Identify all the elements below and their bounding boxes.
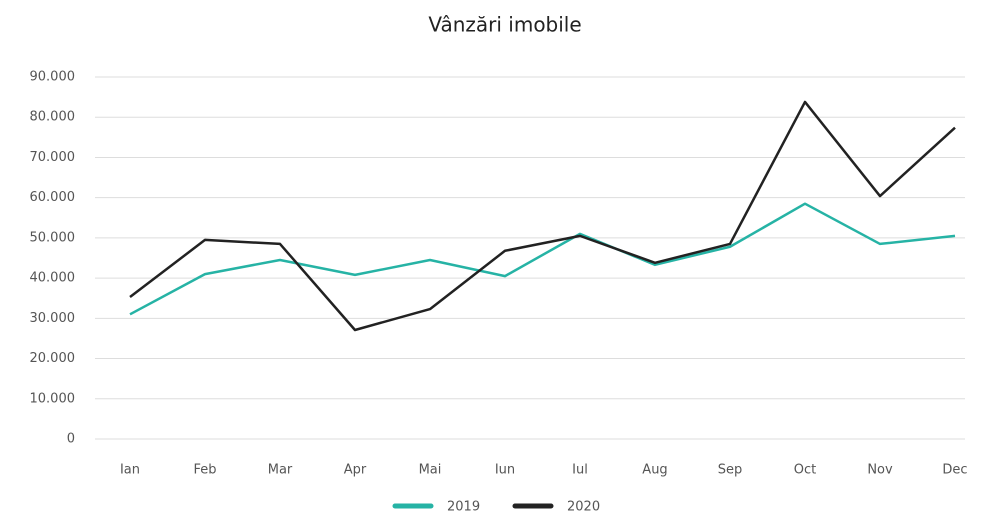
x-tick-label: Nov [867, 463, 893, 478]
x-tick-label: Sep [718, 463, 743, 478]
y-tick-label: 90.000 [30, 70, 76, 85]
x-tick-label: Iun [495, 463, 515, 478]
x-tick-label: Oct [794, 463, 816, 478]
y-tick-label: 30.000 [30, 311, 76, 326]
legend-label: 2020 [567, 500, 600, 515]
y-tick-label: 0 [67, 432, 75, 447]
y-tick-label: 10.000 [30, 391, 76, 406]
x-tick-label: Apr [344, 463, 367, 478]
x-tick-label: Mar [268, 463, 293, 478]
y-tick-label: 20.000 [30, 351, 76, 366]
x-tick-label: Feb [193, 463, 216, 478]
y-tick-label: 70.000 [30, 150, 76, 165]
x-tick-label: Mai [419, 463, 442, 478]
x-tick-label: Ian [120, 463, 140, 478]
y-tick-label: 60.000 [30, 190, 76, 205]
series-line [129, 202, 956, 316]
chart-title: Vânzări imobile [428, 13, 581, 37]
series-line [129, 100, 956, 332]
y-tick-label: 40.000 [30, 271, 76, 286]
x-tick-label: Dec [942, 463, 967, 478]
x-tick-label: Aug [642, 463, 667, 478]
legend-label: 2019 [447, 500, 480, 515]
x-tick-label: Iul [572, 463, 588, 478]
y-tick-label: 80.000 [30, 110, 76, 125]
y-tick-label: 50.000 [30, 230, 76, 245]
